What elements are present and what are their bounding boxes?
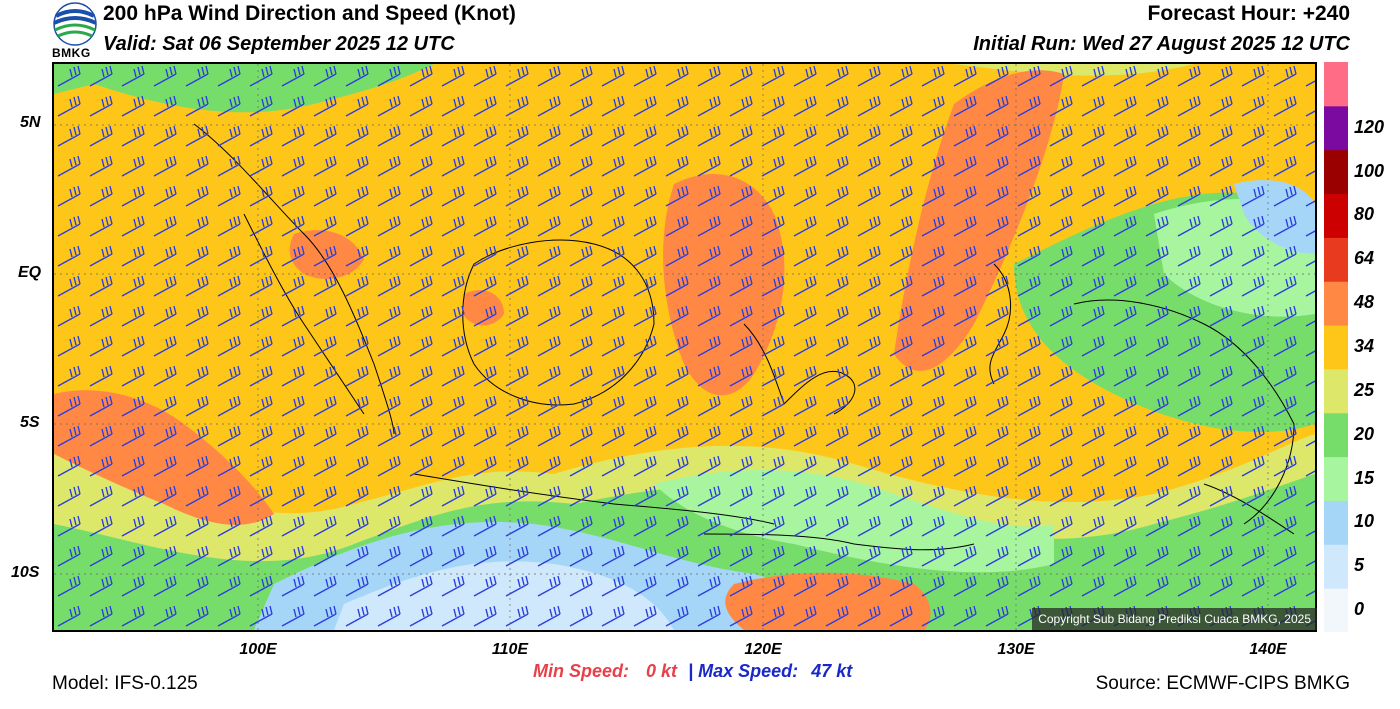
colorbar-label: 48 [1354,292,1375,313]
colorbar-segment [1324,281,1348,326]
max-speed-label: Max Speed: [698,661,799,681]
forecast-hour: Forecast Hour: +240 [1147,2,1351,25]
copyright-note: Copyright Sub Bidang Prediksi Cuaca BMKG… [1032,608,1317,630]
speed-stats: Min Speed: 0 kt | Max Speed: 47 kt [533,661,852,682]
wind-map [52,62,1317,632]
colorbar-label: 0 [1354,599,1365,620]
speed-colorbar [1324,62,1348,633]
colorbar-segment [1324,544,1348,589]
colorbar-label: 80 [1354,204,1375,225]
lon-label-140e: 140E [1249,641,1287,658]
colorbar-label: 25 [1354,379,1375,400]
colorbar-segment [1324,500,1348,545]
lon-label-100e: 100E [239,641,277,658]
map-title: 200 hPa Wind Direction and Speed (Knot) [103,2,516,25]
colorbar-segment [1324,193,1348,238]
lon-label-110e: 110E [491,641,529,658]
colorbar-label: 15 [1354,467,1375,488]
lat-label-10s: 10S [11,564,40,581]
colorbar-label: 64 [1354,248,1375,269]
lon-label-120e: 120E [744,641,782,658]
colorbar-label: 100 [1354,160,1385,181]
logo-text: BMKG [52,46,91,60]
valid-time: Valid: Sat 06 September 2025 12 UTC [103,33,455,55]
model-name: Model: IFS-0.125 [52,673,198,694]
lat-label-5s: 5S [20,414,40,431]
colorbar-segment [1324,412,1348,458]
colorbar-segment [1324,456,1348,501]
colorbar-segment [1324,325,1348,370]
min-speed-value: 0 kt [646,661,678,681]
lat-label-5n: 5N [20,114,41,131]
colorbar-segment [1324,105,1348,151]
max-speed-value: 47 kt [811,661,853,681]
wind-speed-field [54,64,1315,630]
bmkg-logo [50,2,100,60]
min-speed-label: Min Speed: [533,661,630,681]
colorbar-label: 5 [1354,555,1365,576]
colorbar-segment [1324,237,1348,282]
lat-label-eq: EQ [18,264,42,281]
colorbar-label: 120 [1354,116,1385,137]
colorbar-label: 34 [1354,336,1375,356]
colorbar-segment [1324,588,1348,633]
colorbar-segment [1324,149,1348,195]
initial-run: Initial Run: Wed 27 August 2025 12 UTC [973,33,1350,55]
colorbar-label: 10 [1354,511,1375,532]
data-source: Source: ECMWF-CIPS BMKG [1095,673,1350,694]
colorbar-segment [1324,368,1348,414]
stats-separator: | [688,661,694,681]
colorbar-segment [1324,62,1348,107]
lon-label-130e: 130E [997,641,1035,658]
colorbar-label: 20 [1354,423,1375,444]
